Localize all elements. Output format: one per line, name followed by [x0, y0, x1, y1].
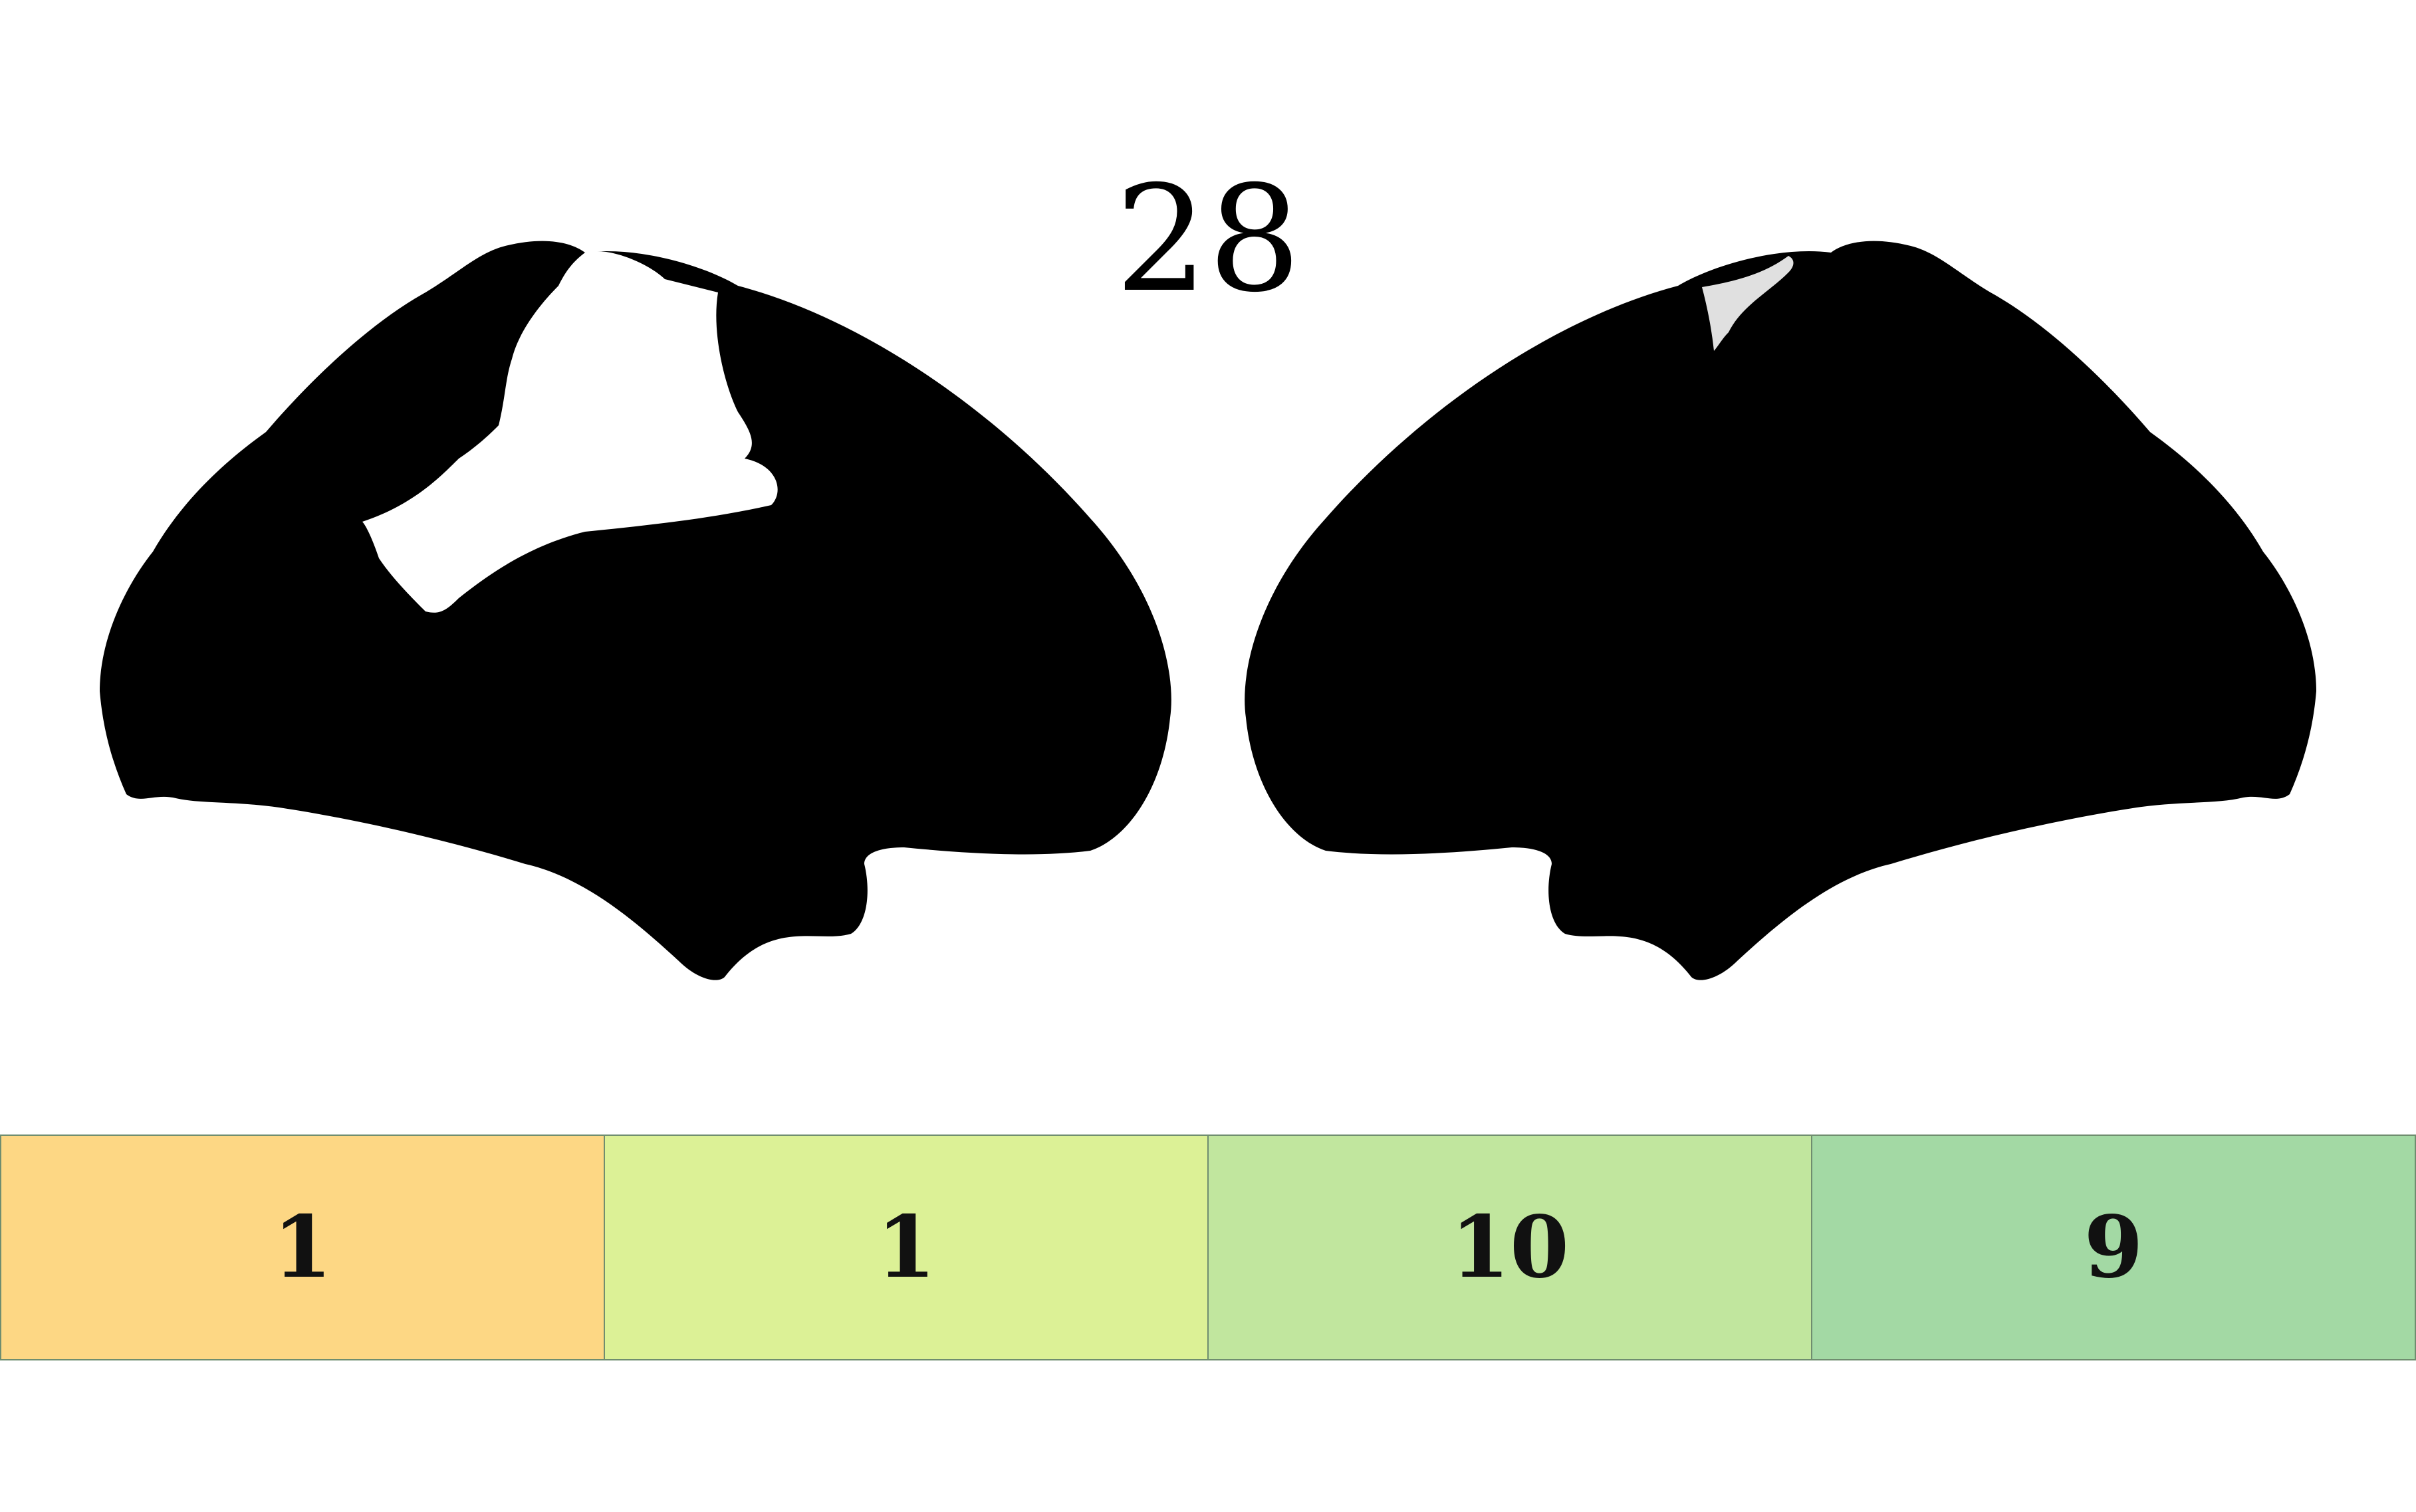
score-cell: 1: [0, 1134, 605, 1360]
right-hemisphere: [1245, 241, 2316, 980]
left-hemisphere-shape: [100, 241, 1171, 980]
brain-views: [100, 241, 2316, 980]
score-cell: 10: [1209, 1134, 1812, 1360]
score-cell: 9: [1812, 1134, 2416, 1360]
score-bar: 1 1 10 9: [0, 1134, 2416, 1360]
figure-title: 28: [1115, 154, 1301, 324]
score-cell: 1: [605, 1134, 1209, 1360]
right-hemisphere-shape: [1245, 241, 2316, 980]
right-highlight-region: [1702, 256, 1794, 351]
left-hemisphere: [100, 241, 1171, 980]
left-highlight-region: [362, 251, 778, 613]
